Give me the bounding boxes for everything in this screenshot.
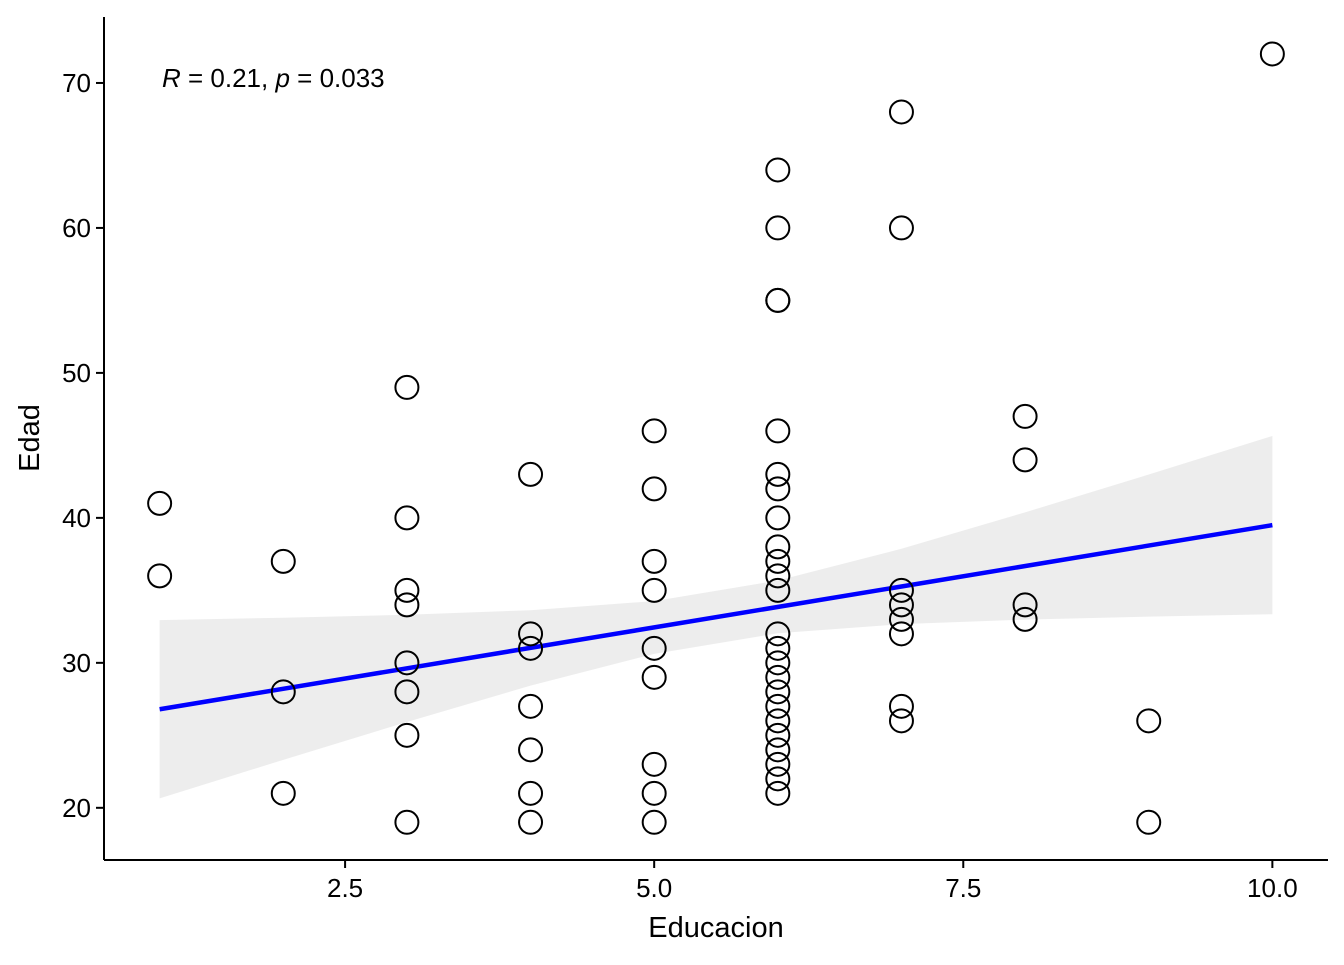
data-point (394, 679, 420, 705)
data-point (888, 693, 914, 719)
x-tick-label: 2.5 (327, 873, 363, 903)
data-point (765, 780, 791, 806)
data-point (888, 577, 914, 603)
data-point (518, 693, 544, 719)
data-point (888, 592, 914, 618)
data-point (1012, 606, 1038, 632)
y-tick-label: 50 (62, 358, 91, 388)
x-tick-label: 10.0 (1247, 873, 1298, 903)
data-point (765, 287, 791, 313)
data-point (641, 577, 667, 603)
data-point (765, 650, 791, 676)
regression-line (159, 522, 1273, 712)
data-point (518, 809, 544, 835)
x-tick-label: 7.5 (945, 873, 981, 903)
data-point (518, 461, 544, 487)
data-point (1012, 447, 1038, 473)
data-point (765, 548, 791, 574)
data-point (641, 780, 667, 806)
data-point (765, 635, 791, 661)
data-point (1259, 41, 1285, 67)
y-tick-label: 40 (62, 503, 91, 533)
data-point (518, 737, 544, 763)
data-point (394, 592, 420, 618)
data-point (765, 722, 791, 748)
data-point (765, 505, 791, 531)
y-tick-label: 20 (62, 793, 91, 823)
data-point (641, 751, 667, 777)
data-point (1136, 809, 1162, 835)
y-axis-label: Edad (14, 404, 46, 472)
y-tick-label: 60 (62, 213, 91, 243)
data-point (765, 563, 791, 589)
data-point (1012, 403, 1038, 429)
data-point (765, 766, 791, 792)
data-point (641, 809, 667, 835)
data-point (147, 490, 173, 516)
data-point (518, 635, 544, 661)
data-point (765, 577, 791, 603)
data-point (1012, 592, 1038, 618)
x-tick-label: 5.0 (636, 873, 672, 903)
data-point (641, 548, 667, 574)
data-point (888, 606, 914, 632)
data-point (1136, 708, 1162, 734)
x-axis-label: Educacion (648, 912, 783, 944)
data-point (765, 751, 791, 777)
data-point (270, 548, 296, 574)
data-point (888, 708, 914, 734)
data-point (518, 780, 544, 806)
data-point (641, 476, 667, 502)
data-point (270, 679, 296, 705)
data-point (888, 621, 914, 647)
data-point (888, 99, 914, 125)
data-point (765, 476, 791, 502)
data-point (394, 577, 420, 603)
data-point (394, 374, 420, 400)
data-point (765, 215, 791, 241)
annotation-text: R = 0.21, p = 0.033 (162, 63, 385, 93)
data-point (641, 664, 667, 690)
y-tick-label: 70 (62, 68, 91, 98)
data-point (394, 809, 420, 835)
data-point (394, 505, 420, 531)
data-point (765, 461, 791, 487)
data-point (765, 157, 791, 183)
y-tick-label: 30 (62, 648, 91, 678)
data-point (394, 650, 420, 676)
data-point (765, 621, 791, 647)
data-point (147, 563, 173, 589)
data-point (641, 635, 667, 661)
data-point (765, 534, 791, 560)
data-point (641, 418, 667, 444)
data-point (394, 722, 420, 748)
data-point (765, 737, 791, 763)
data-point (765, 679, 791, 705)
data-point (518, 621, 544, 647)
data-point (765, 693, 791, 719)
data-point (888, 215, 914, 241)
data-point (765, 664, 791, 690)
data-point (765, 418, 791, 444)
data-point (765, 708, 791, 734)
data-point (270, 780, 296, 806)
